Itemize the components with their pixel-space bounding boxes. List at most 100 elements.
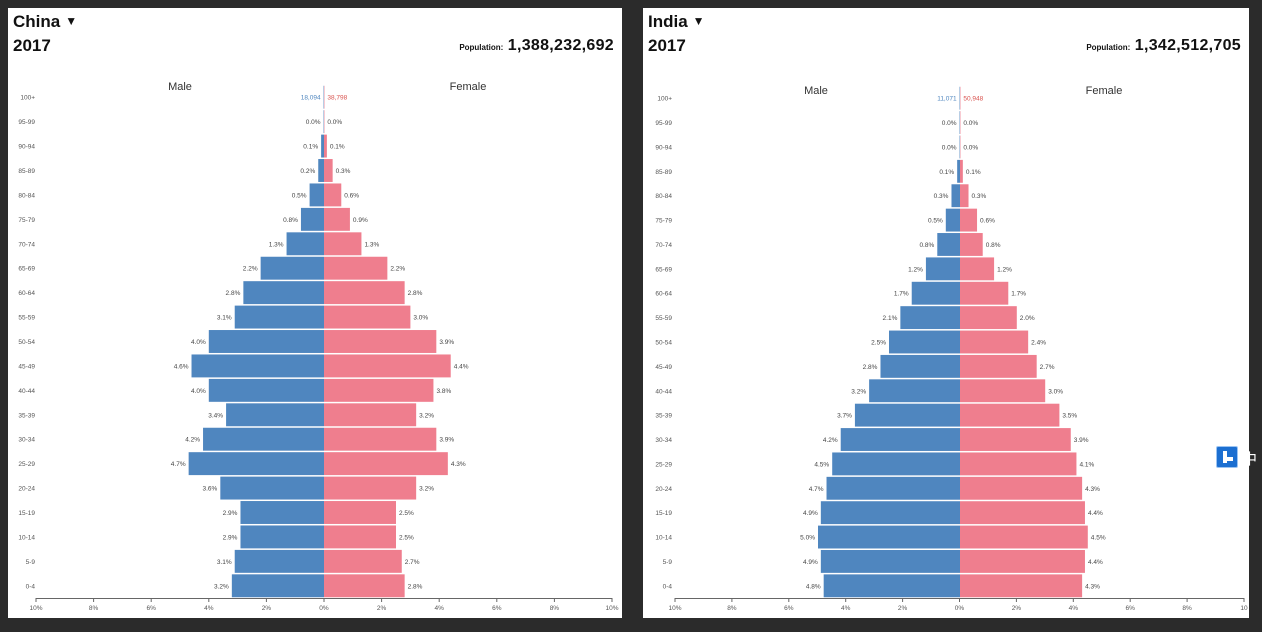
caret-down-icon[interactable]: ▼	[65, 14, 78, 28]
male-bar	[220, 476, 324, 500]
male-bar	[208, 378, 324, 402]
age-tick-label: 60-64	[18, 290, 35, 297]
x-tick-label: 6%	[784, 605, 794, 612]
male-bar	[911, 281, 960, 305]
x-tick-label: 6%	[492, 605, 502, 612]
age-tick-label: 80-84	[655, 193, 672, 200]
female-bar	[324, 378, 434, 402]
female-data-label: 0.0%	[327, 119, 342, 126]
female-data-label: 2.8%	[408, 583, 423, 590]
male-data-label: 0.1%	[303, 144, 318, 151]
age-tick-label: 95-99	[655, 120, 672, 127]
male-bar	[945, 208, 960, 232]
age-tick-label: 40-44	[655, 388, 672, 395]
male-bar	[286, 232, 324, 256]
male-data-label: 0.0%	[942, 120, 957, 127]
male-data-label: 0.0%	[306, 119, 321, 126]
x-tick-label: 2%	[1012, 605, 1022, 612]
female-data-label: 0.1%	[966, 169, 981, 176]
female-data-label: 3.9%	[1074, 437, 1089, 444]
male-data-label: 3.6%	[202, 486, 217, 493]
age-tick-label: 60-64	[655, 291, 672, 298]
male-data-label: 4.6%	[174, 363, 189, 370]
female-data-label: 2.2%	[390, 266, 405, 273]
translate-widget[interactable]: 中	[1216, 446, 1262, 470]
male-bar	[321, 134, 324, 158]
female-header: Female	[1086, 85, 1123, 97]
male-data-label: 18,094	[301, 95, 321, 102]
female-data-label: 3.9%	[439, 339, 454, 346]
age-tick-label: 65-69	[18, 266, 35, 273]
country-selector[interactable]: China ▼	[13, 12, 77, 32]
age-tick-label: 40-44	[18, 388, 35, 395]
female-bar	[324, 232, 362, 256]
female-bar	[324, 452, 448, 476]
male-data-label: 4.5%	[814, 461, 829, 468]
age-tick-label: 35-39	[18, 412, 35, 419]
female-bar	[960, 159, 963, 183]
male-bar	[854, 403, 960, 427]
age-tick-label: 0-4	[26, 583, 36, 590]
female-bar	[960, 354, 1037, 378]
x-tick-label: 2%	[262, 605, 272, 612]
female-bar	[324, 281, 405, 305]
female-data-label: 3.9%	[439, 437, 454, 444]
age-tick-label: 90-94	[18, 144, 35, 151]
x-tick-label: 10%	[668, 605, 681, 612]
female-bar	[324, 256, 388, 280]
x-tick-label: 8%	[550, 605, 560, 612]
female-bar	[324, 305, 411, 329]
male-data-label: 2.1%	[883, 315, 898, 322]
female-bar	[324, 403, 417, 427]
age-tick-label: 65-69	[655, 266, 672, 273]
male-data-label: 3.1%	[217, 315, 232, 322]
language-toggle[interactable]: 中	[1242, 450, 1258, 468]
age-tick-label: 30-34	[18, 437, 35, 444]
female-data-label: 0.3%	[336, 168, 351, 175]
population-readout: Population: 1,342,512,705	[1086, 37, 1241, 55]
female-bar	[324, 549, 402, 573]
country-selector[interactable]: India ▼	[648, 12, 705, 32]
male-data-label: 2.5%	[871, 340, 886, 347]
female-data-label: 4.3%	[1085, 486, 1100, 493]
female-bar	[324, 330, 437, 353]
male-bar	[823, 574, 960, 598]
age-tick-label: 55-59	[655, 315, 672, 322]
female-data-label: 1.3%	[364, 241, 379, 248]
female-data-label: 2.8%	[408, 290, 423, 297]
male-data-label: 4.0%	[191, 388, 206, 395]
x-tick-label: 2%	[377, 605, 387, 612]
male-data-label: 2.8%	[226, 290, 241, 297]
male-data-label: 3.4%	[208, 412, 223, 419]
female-data-label: 3.2%	[419, 412, 434, 419]
male-data-label: 3.2%	[851, 388, 866, 395]
male-bar	[900, 306, 960, 330]
male-data-label: 1.2%	[908, 266, 923, 273]
male-bar	[191, 354, 324, 378]
male-bar	[869, 379, 960, 403]
male-bar	[820, 549, 960, 573]
bing-translate-icon[interactable]	[1216, 446, 1238, 468]
age-tick-label: 100+	[657, 96, 672, 103]
x-tick-label: 0%	[319, 605, 329, 612]
male-data-label: 2.2%	[243, 266, 258, 273]
male-bar	[234, 305, 324, 329]
female-data-label: 3.0%	[1048, 388, 1063, 395]
age-tick-label: 50-54	[18, 339, 35, 346]
female-data-label: 1.7%	[1011, 291, 1026, 298]
caret-down-icon[interactable]: ▼	[692, 14, 705, 28]
age-tick-label: 25-29	[18, 461, 35, 468]
male-data-label: 3.1%	[217, 559, 232, 566]
male-bar	[820, 501, 960, 525]
pyramid-panel-india: India ▼ 2017 Population: 1,342,512,705 Ma…	[643, 8, 1249, 618]
male-data-label: 1.7%	[894, 291, 909, 298]
male-bar	[818, 525, 960, 549]
male-bar	[951, 184, 960, 208]
female-data-label: 2.4%	[1031, 340, 1046, 347]
female-bar	[960, 379, 1046, 403]
female-bar	[960, 306, 1017, 330]
female-data-label: 0.0%	[963, 144, 978, 151]
male-bar	[309, 183, 324, 207]
male-data-label: 4.8%	[806, 583, 821, 590]
country-name: India	[648, 12, 688, 31]
